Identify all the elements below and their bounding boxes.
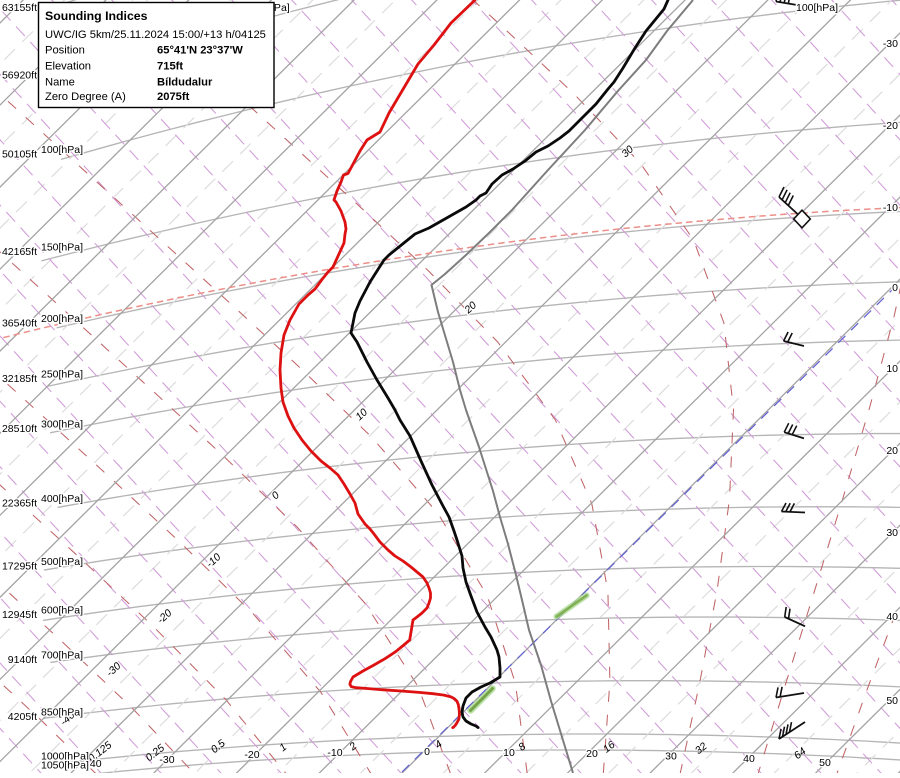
svg-text:Sounding Indices: Sounding Indices xyxy=(45,9,148,23)
svg-text:Position: Position xyxy=(45,45,85,57)
svg-text:300[hPa]: 300[hPa] xyxy=(41,419,83,431)
svg-text:500[hPa]: 500[hPa] xyxy=(41,556,83,568)
svg-text:1050[hPa]: 1050[hPa] xyxy=(41,760,89,772)
svg-text:250[hPa]: 250[hPa] xyxy=(41,368,83,380)
svg-text:50105ft: 50105ft xyxy=(2,149,37,161)
svg-text:20: 20 xyxy=(586,748,598,760)
svg-text:-10: -10 xyxy=(327,747,342,759)
svg-text:32185ft: 32185ft xyxy=(2,373,37,385)
svg-text:-10: -10 xyxy=(883,202,898,214)
svg-text:40: 40 xyxy=(886,611,898,623)
svg-text:400[hPa]: 400[hPa] xyxy=(41,493,83,505)
svg-text:2075ft: 2075ft xyxy=(157,91,190,103)
svg-text:Bíldudalur: Bíldudalur xyxy=(157,76,213,88)
svg-text:30: 30 xyxy=(886,527,898,539)
svg-text:850[hPa]: 850[hPa] xyxy=(41,706,83,718)
svg-text:-40: -40 xyxy=(86,758,101,770)
svg-text:-30: -30 xyxy=(883,38,898,50)
svg-text:9140ft: 9140ft xyxy=(8,654,37,666)
svg-text:50: 50 xyxy=(886,695,898,707)
svg-text:715ft: 715ft xyxy=(157,61,183,73)
svg-text:-20: -20 xyxy=(244,749,259,761)
svg-text:10: 10 xyxy=(503,747,515,759)
svg-text:63155ft: 63155ft xyxy=(2,2,37,14)
svg-text:-30: -30 xyxy=(159,754,174,766)
svg-text:36540ft: 36540ft xyxy=(2,318,37,330)
svg-text:42165ft: 42165ft xyxy=(2,246,37,258)
svg-text:20: 20 xyxy=(886,445,898,457)
svg-text:28510ft: 28510ft xyxy=(2,423,37,435)
svg-text:UWC/IG 5km/25.11.2024 15:00/+1: UWC/IG 5km/25.11.2024 15:00/+13 h/04125 xyxy=(45,29,266,41)
svg-text:56920ft: 56920ft xyxy=(2,70,37,82)
svg-text:600[hPa]: 600[hPa] xyxy=(41,605,83,617)
svg-text:Zero Degree (A): Zero Degree (A) xyxy=(45,91,126,103)
svg-text:100[hPa]: 100[hPa] xyxy=(41,144,83,156)
svg-text:Name: Name xyxy=(45,76,75,88)
svg-text:200[hPa]: 200[hPa] xyxy=(41,313,83,325)
svg-text:0: 0 xyxy=(424,746,430,758)
svg-text:Elevation: Elevation xyxy=(45,61,91,73)
svg-text:1000[hPa]: 1000[hPa] xyxy=(41,750,89,762)
svg-text:700[hPa]: 700[hPa] xyxy=(41,649,83,661)
svg-text:12945ft: 12945ft xyxy=(2,609,37,621)
svg-text:65°41'N 23°37'W: 65°41'N 23°37'W xyxy=(157,45,243,57)
svg-text:4205ft: 4205ft xyxy=(8,711,37,723)
svg-text:0: 0 xyxy=(892,282,898,294)
svg-text:10: 10 xyxy=(886,363,898,375)
svg-text:17295ft: 17295ft xyxy=(2,561,37,573)
svg-text:100[hPa]: 100[hPa] xyxy=(796,2,838,14)
svg-text:50: 50 xyxy=(819,757,831,769)
svg-text:1: 1 xyxy=(277,741,289,754)
svg-text:40: 40 xyxy=(743,753,755,765)
svg-text:-20: -20 xyxy=(883,120,898,132)
svg-text:30: 30 xyxy=(665,751,677,763)
svg-text:150[hPa]: 150[hPa] xyxy=(41,242,83,254)
svg-text:22365ft: 22365ft xyxy=(2,498,37,510)
